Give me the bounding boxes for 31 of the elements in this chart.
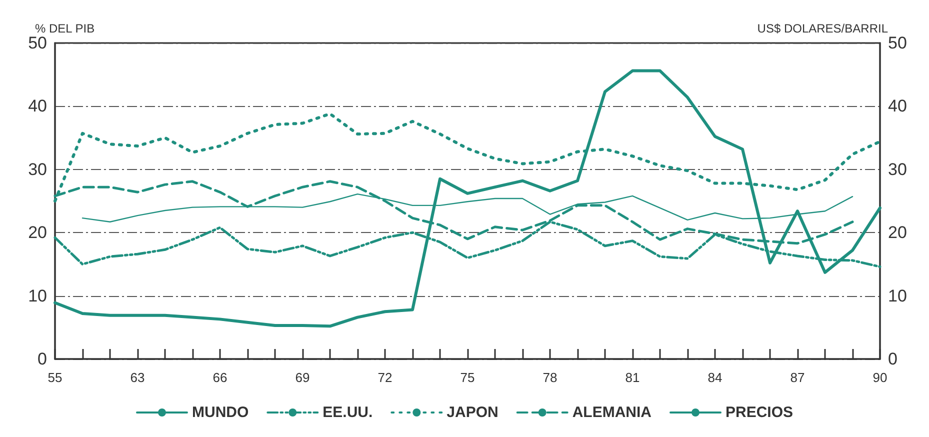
x-tick-label: 84 — [708, 370, 722, 385]
x-tick-label: 63 — [130, 370, 145, 385]
legend-label: MUNDO — [192, 404, 249, 421]
y2-tick-label: 50 — [888, 34, 907, 52]
legend-label: EE.UU. — [322, 404, 373, 421]
y-axis-title: % DEL PIB — [35, 22, 95, 36]
x-tick-label: 90 — [872, 370, 888, 385]
legend-label: ALEMANIA — [572, 404, 652, 421]
y-tick-label: 10 — [28, 286, 47, 306]
x-tick-label: 55 — [48, 370, 62, 385]
x-tick-label: 81 — [625, 370, 640, 385]
y2-tick-label: 0 — [888, 350, 898, 368]
x-tick-label: 75 — [460, 370, 475, 385]
legend-label: PRECIOS — [726, 404, 794, 421]
y-tick-label: 50 — [28, 34, 47, 52]
line-series — [54, 69, 882, 328]
y-tick-label: 0 — [38, 350, 47, 368]
y2-tick-label: 10 — [888, 286, 907, 306]
x-tick-label: 78 — [542, 370, 558, 385]
y2-tick-label: 20 — [888, 223, 907, 242]
y2-tick-label: 30 — [888, 160, 907, 179]
y-tick-label: 30 — [28, 160, 47, 179]
y-tick-label: 20 — [28, 223, 47, 242]
y2-axis-title: US$ DOLARES/BARRIL — [757, 22, 888, 36]
x-tick-label: 72 — [378, 370, 392, 385]
legend-label: JAPON — [446, 404, 498, 421]
x-tick-label: 87 — [790, 370, 805, 385]
y-tick-label: 40 — [28, 96, 47, 116]
x-tick-label: 66 — [212, 370, 228, 385]
x-tick-label: 69 — [295, 370, 310, 385]
y2-tick-label: 40 — [888, 96, 907, 116]
